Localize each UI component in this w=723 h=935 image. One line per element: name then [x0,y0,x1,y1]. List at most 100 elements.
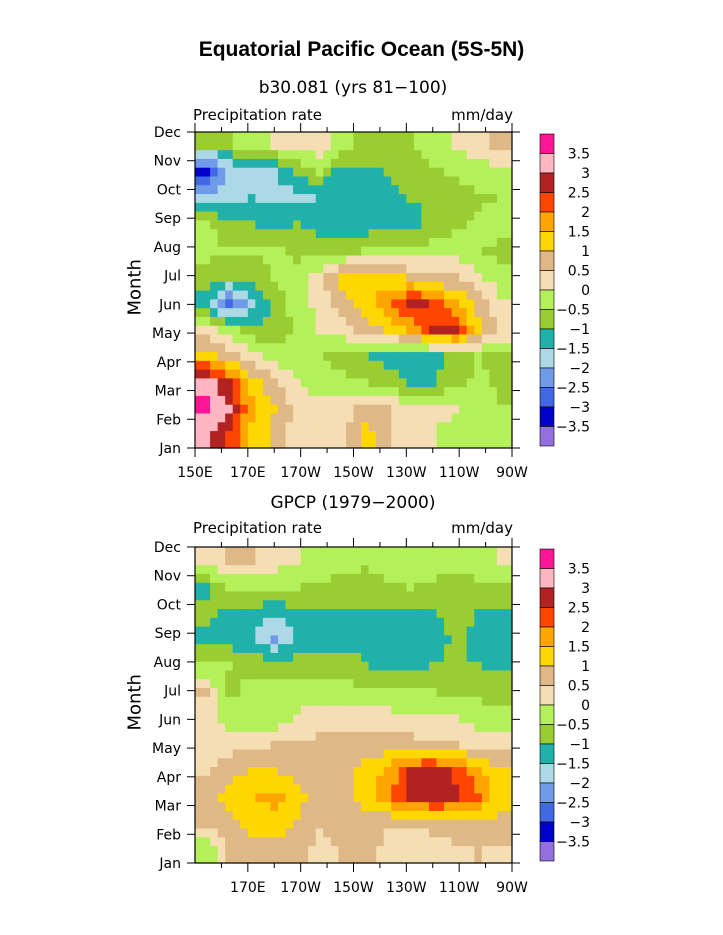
y-tick-label: Nov [154,154,181,170]
heat-cell [262,132,272,142]
heat-cell [391,740,400,750]
heat-cell [293,395,302,405]
heat-cell [195,369,204,379]
heat-cell [330,149,340,159]
heat-cell [217,167,226,177]
heat-cell [383,845,392,855]
heat-cell [247,175,256,186]
heat-cell [474,175,483,186]
heat-cell [232,669,241,680]
heat-cell [376,333,385,344]
heat-cell [247,722,256,732]
heat-cell [240,687,249,697]
heat-cell [413,281,423,291]
y-tick-label: Apr [157,770,181,786]
heat-cell [383,687,392,697]
heat-cell [451,158,460,168]
y-tick-label: Oct [157,182,182,198]
heat-cell [361,237,370,247]
heat-cell [361,678,370,689]
heat-cell [451,298,460,309]
heat-cell [428,748,438,759]
heat-cell [225,237,234,247]
heat-cell [202,564,211,574]
heat-cell [391,228,400,238]
heat-cell [474,132,483,142]
heat-cell [323,219,332,230]
heat-cell [361,661,370,671]
heat-cell [262,404,272,414]
heat-cell [451,412,460,423]
heat-cell [406,784,415,794]
heat-cell [217,228,226,238]
heat-cell [459,705,468,715]
colorbar-box [539,763,555,784]
heat-cell [353,626,362,636]
heat-cell [345,626,355,636]
heat-cell [421,219,430,230]
heat-cell [368,555,377,566]
heat-cell [361,845,370,855]
heat-cell [391,652,400,662]
heat-cell [383,792,392,803]
heat-cell [368,351,377,361]
heat-cell [315,158,324,168]
heat-cell [278,740,287,750]
heat-cell [376,590,385,601]
heat-cell [240,263,249,274]
heat-cell [345,705,355,715]
heat-cell [270,555,279,566]
heat-cell [270,404,279,414]
heat-cell [338,237,347,247]
heat-cell [210,582,219,592]
heat-cell [345,342,355,353]
heat-cell [421,827,430,838]
heat-cell [421,731,430,741]
heat-cell [376,713,385,724]
heat-cell [210,845,219,855]
heat-cell [353,696,362,706]
heat-cell [383,740,392,750]
heat-cell [504,386,513,396]
heat-cell [406,290,415,300]
heat-cell [315,333,324,344]
heat-cell [504,687,513,697]
heat-cell [361,564,370,574]
heat-cell [323,202,332,212]
heat-cell [278,775,287,785]
heat-cell [202,573,211,583]
heat-cell [345,836,355,847]
heat-cell [474,246,483,256]
heat-cell [285,634,294,645]
heat-cell [270,263,279,274]
heat-cell [459,792,468,803]
heat-cell [353,845,362,855]
heat-cell [195,132,204,142]
heat-cell [210,626,219,636]
heat-cell [240,678,249,689]
heat-cell [413,325,423,335]
heat-cell [496,263,506,274]
heat-cell [217,687,226,697]
heat-cell [368,634,377,645]
heat-cell [406,360,415,370]
heat-cell [376,801,385,811]
heat-cell [240,386,249,396]
heat-cell [504,202,513,212]
heat-cell [466,404,475,414]
heat-cell [489,590,498,601]
heat-cell [247,342,256,353]
heat-cell [293,705,302,715]
heat-cell [300,590,309,601]
heat-cell [217,272,226,282]
heat-cell [496,395,506,405]
heat-cell [225,219,234,230]
heat-cell [413,696,423,706]
heat-cell [428,564,438,574]
heat-cell [428,827,438,838]
heat-cell [330,836,340,847]
heat-cell [308,634,317,645]
heat-cell [195,351,204,361]
heat-cell [270,599,279,610]
heat-cell [300,325,309,335]
